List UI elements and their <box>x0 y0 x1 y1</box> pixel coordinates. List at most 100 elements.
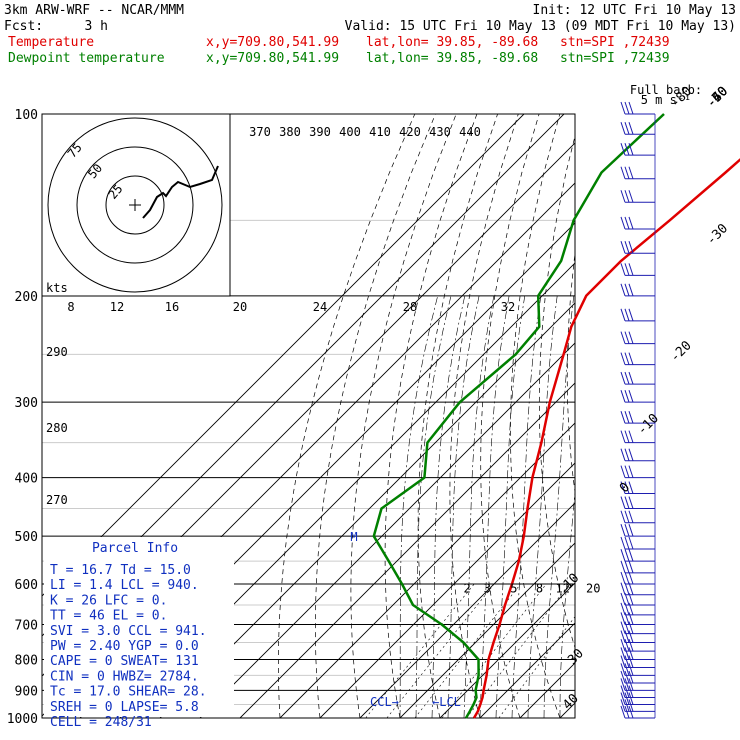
barb-flag <box>624 143 630 156</box>
isotherm-line <box>279 422 575 718</box>
wind-barb <box>620 510 655 524</box>
wind-barb <box>620 699 655 712</box>
pressure-label: 500 <box>15 530 38 545</box>
barb-flag <box>624 241 630 254</box>
barb-flag <box>624 190 630 203</box>
wind-barb <box>620 411 655 424</box>
barb-flag <box>620 647 626 660</box>
hodograph-ring <box>47 117 223 293</box>
parcel-info-title: Parcel Info <box>92 541 178 556</box>
barb-flag <box>620 524 626 537</box>
wind-barb <box>620 582 655 596</box>
barb-flag <box>620 612 626 625</box>
wind-barb <box>620 560 655 574</box>
dry-adiabat <box>278 114 416 718</box>
pressure-label: 200 <box>15 290 38 305</box>
dry-adiabat <box>566 251 575 495</box>
barb-flag <box>620 571 626 585</box>
theta-label: 430 <box>429 125 451 139</box>
wind-barb <box>620 190 655 203</box>
parcel-info-row: TT = 46 EL = 0. <box>50 609 167 624</box>
theta-label: 400 <box>339 125 361 139</box>
barb-flag <box>624 524 630 537</box>
parcel-info-row: K = 26 LFC = 0. <box>50 593 167 608</box>
wind-barb <box>620 524 655 537</box>
wind-barb <box>620 678 655 691</box>
barb-flag <box>624 638 630 652</box>
barb-flag <box>620 685 626 698</box>
barb-flag <box>620 621 626 634</box>
parcel-info-row: CELL = 248/31 <box>50 715 152 730</box>
moist-adiabat <box>415 295 452 718</box>
wind-barb <box>620 308 655 322</box>
wind-barb <box>620 630 655 644</box>
barb-flag <box>628 216 634 230</box>
wind-barb <box>620 571 655 585</box>
wind-barb <box>620 101 655 115</box>
mixing-ratio-label: 12 <box>556 582 570 596</box>
wind-barb <box>620 621 655 635</box>
wind-barb <box>620 705 655 719</box>
wind-barb <box>620 481 655 495</box>
wind-key-line2: 5 m s⁻¹ <box>641 93 692 107</box>
barb-flag <box>620 101 626 115</box>
wind-barb <box>620 496 655 510</box>
barb-flag <box>624 685 630 698</box>
barb-flag <box>624 655 630 668</box>
parcel-info-row: Tc = 17.0 SHEAR= 28. <box>50 685 207 700</box>
barb-flag <box>624 705 630 719</box>
theta-label: 420 <box>399 125 421 139</box>
parcel-info-row: T = 16.7 Td = 15.0 <box>50 563 191 578</box>
barb-flag <box>628 465 634 478</box>
pressure-label: 1000 <box>7 712 38 727</box>
parcel-info-bg <box>44 537 234 717</box>
hodograph-ring <box>105 175 165 235</box>
marker-m: M <box>350 530 357 544</box>
barb-flag <box>628 638 634 652</box>
barb-flag <box>628 582 634 595</box>
parcel-info-row: LI = 1.4 LCL = 940. <box>50 578 199 593</box>
barb-flag <box>620 549 626 562</box>
barb-flag <box>624 582 630 595</box>
dry-adiabat <box>538 134 575 650</box>
barb-flag <box>624 331 630 344</box>
pressure-label: 400 <box>15 472 38 487</box>
isotherm-line <box>600 114 740 718</box>
isotherm-line <box>479 622 575 718</box>
barb-flag <box>628 663 634 676</box>
dry-adiabat <box>621 114 720 718</box>
barb-flag <box>628 263 634 276</box>
barb-flag <box>624 678 630 691</box>
moist-adiabat <box>527 295 558 718</box>
barb-flag <box>620 582 626 595</box>
dry-adiabat <box>719 114 740 718</box>
dry-adiabat <box>315 114 436 718</box>
temperature-label: -40 <box>704 84 731 111</box>
barb-flag <box>620 699 626 712</box>
barb-flag <box>624 263 630 276</box>
barb-flag <box>628 670 634 684</box>
barb-flag <box>624 430 630 443</box>
parcel-info-row: SVI = 3.0 CCL = 941. <box>50 624 207 639</box>
wind-barb <box>620 263 655 276</box>
barb-flag <box>620 496 626 509</box>
barb-flag <box>620 283 626 296</box>
wind-barb <box>620 638 655 652</box>
barb-flag <box>628 536 634 550</box>
mixing-ratio-label: 8 <box>536 582 543 596</box>
barb-flag <box>624 549 630 562</box>
barb-flag <box>628 524 634 537</box>
barb-flag <box>620 430 626 443</box>
pressure-label: 700 <box>15 618 38 633</box>
isotherm-line <box>439 582 575 718</box>
wind-barb <box>620 241 655 254</box>
barb-flag <box>628 308 634 321</box>
theta-label: 440 <box>459 125 481 139</box>
barb-flag <box>620 655 626 668</box>
isotherm-line <box>159 302 575 718</box>
barb-flag <box>624 352 630 365</box>
dry-adiabat <box>417 114 498 718</box>
wind-barb <box>620 122 655 135</box>
